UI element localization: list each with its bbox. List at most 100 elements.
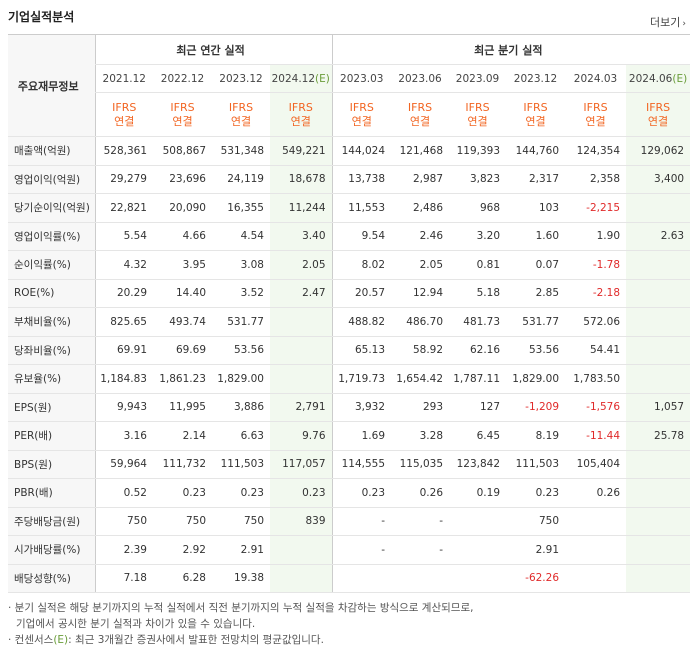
table-row: 순이익률(%) 4.32 3.95 3.08 2.05 8.02 2.05 0.81 0.07-… xyxy=(8,250,691,280)
table-row: EPS(원) 9,943 11,995 3,886 2,791 3,932 293 127 -1… xyxy=(8,392,691,422)
table-cell xyxy=(626,250,691,280)
period-header: 2021.12 xyxy=(94,64,153,93)
quarter-group-header: 최근 분기 실적 xyxy=(331,34,691,65)
table-cell: 103 xyxy=(506,193,566,223)
table-cell: 293 xyxy=(391,392,450,422)
table-cell: 129,062 xyxy=(626,136,691,166)
table-cell: 69.69 xyxy=(153,336,212,365)
table-cell xyxy=(565,564,627,593)
table-cell: 3,932 xyxy=(331,392,392,422)
table-cell: 20.29 xyxy=(94,279,153,308)
table-cell: 59,964 xyxy=(94,450,153,479)
table-cell: 2,486 xyxy=(391,193,450,223)
table-cell: 488.82 xyxy=(331,307,392,337)
table-cell xyxy=(270,336,333,365)
row-label: 주당배당금(원) xyxy=(8,506,95,536)
table-cell: 22,821 xyxy=(94,193,153,223)
ifrs-label: IFRS 연결 xyxy=(626,92,691,137)
table-cell: 53.56 xyxy=(212,336,270,365)
table-cell: 20,090 xyxy=(153,193,212,223)
table-cell: 531,348 xyxy=(212,136,270,166)
table-row: 시가배당률(%) 2.39 2.92 2.91- -2.91 xyxy=(8,535,691,565)
table-cell: 20.57 xyxy=(331,279,392,308)
row-label: 당좌비율(%) xyxy=(8,336,95,365)
table-cell: 111,732 xyxy=(153,450,212,479)
period-header: 2024.06(E) xyxy=(626,64,691,93)
table-cell: 2.14 xyxy=(153,421,212,451)
table-cell: 54.41 xyxy=(565,336,627,365)
section-title: 기업실적분석 xyxy=(8,10,75,24)
table-cell: 0.23 xyxy=(270,478,333,508)
table-cell: 0.26 xyxy=(391,478,450,508)
table-cell: 1,787.11 xyxy=(449,364,507,394)
table-cell: 1,783.50 xyxy=(565,364,627,394)
table-cell xyxy=(626,193,691,223)
ifrs-label: IFRS 연결 xyxy=(94,92,153,137)
more-label: 더보기 xyxy=(650,16,681,29)
chevron-right-icon: › xyxy=(682,19,686,29)
table-cell: -1,576 xyxy=(565,392,627,422)
table-cell: 825.65 xyxy=(94,307,153,337)
table-cell xyxy=(626,336,691,365)
row-label: 매출액(억원) xyxy=(8,136,95,166)
table-cell: 572.06 xyxy=(565,307,627,337)
table-cell xyxy=(270,307,333,337)
table-row: PBR(배) 0.52 0.23 0.23 0.23 0.23 0.26 0.19 0.23 0.… xyxy=(8,478,691,508)
period-header: 2023.06 xyxy=(391,64,450,93)
table-cell: 2.05 xyxy=(391,250,450,280)
table-cell: 62.16 xyxy=(449,336,507,365)
table-cell: - xyxy=(331,535,392,565)
table-cell xyxy=(331,564,392,593)
table-cell: 144,024 xyxy=(331,136,392,166)
table-cell: 2.39 xyxy=(94,535,153,565)
table-cell: 9,943 xyxy=(94,392,153,422)
table-row: 당기순이익(억원) 22,821 20,090 16,355 11,244 11,553 2… xyxy=(8,193,691,223)
ifrs-label: IFRS 연결 xyxy=(506,92,566,137)
table-cell xyxy=(626,535,691,565)
table-row: PER(배) 3.16 2.14 6.63 9.76 1.69 3.28 6.45 8.19 -1… xyxy=(8,421,691,451)
table-cell xyxy=(626,564,691,593)
table-cell: 1.90 xyxy=(565,221,627,251)
table-cell: 1,829.00 xyxy=(212,364,270,394)
table-cell: 750 xyxy=(212,506,270,536)
table-cell: 0.19 xyxy=(449,478,507,508)
table-cell: 2,791 xyxy=(270,392,333,422)
table-cell: 25.78 xyxy=(626,421,691,451)
table-cell xyxy=(270,364,333,394)
table-cell: 1,184.83 xyxy=(94,364,153,394)
table-cell: 2.47 xyxy=(270,279,333,308)
table-cell xyxy=(270,535,333,565)
row-label: PER(배) xyxy=(8,421,95,451)
table-cell: 3,823 xyxy=(449,165,507,194)
table-cell: 531.77 xyxy=(212,307,270,337)
period-header: 2023.12 xyxy=(212,64,270,93)
table-cell: 117,057 xyxy=(270,450,333,479)
table-cell: 6.45 xyxy=(449,421,507,451)
ifrs-label: IFRS 연결 xyxy=(565,92,627,137)
table-cell: 0.52 xyxy=(94,478,153,508)
table-cell xyxy=(626,450,691,479)
table-cell xyxy=(449,564,507,593)
table-cell xyxy=(626,307,691,337)
financial-table: 주요재무정보 최근 연간 실적 최근 분기 실적 2021.12 2022.12 2… xyxy=(8,34,691,593)
ifrs-label: IFRS 연결 xyxy=(391,92,450,137)
more-link[interactable]: 더보기 › xyxy=(650,14,686,30)
table-cell: 2,317 xyxy=(506,165,566,194)
ifrs-label: IFRS 연결 xyxy=(212,92,270,137)
table-cell: 111,503 xyxy=(212,450,270,479)
table-row: 유보율(%) 1,184.83 1,861.23 1,829.00 1,719.73 1,… xyxy=(8,364,691,394)
table-cell: 127 xyxy=(449,392,507,422)
table-cell xyxy=(449,506,507,536)
table-cell: -2.18 xyxy=(565,279,627,308)
table-row: ROE(%) 20.29 14.40 3.52 2.47 20.57 12.94 5.18 2.… xyxy=(8,279,691,308)
ifrs-label: IFRS 연결 xyxy=(331,92,392,137)
row-label: 유보율(%) xyxy=(8,364,95,394)
period-header: 2023.03 xyxy=(331,64,392,93)
table-cell xyxy=(270,564,333,593)
table-cell: 549,221 xyxy=(270,136,333,166)
table-cell: 2.91 xyxy=(212,535,270,565)
table-cell: 1,654.42 xyxy=(391,364,450,394)
period-header: 2024.12(E) xyxy=(270,64,333,93)
row-label: 시가배당률(%) xyxy=(8,535,95,565)
table-cell xyxy=(626,506,691,536)
